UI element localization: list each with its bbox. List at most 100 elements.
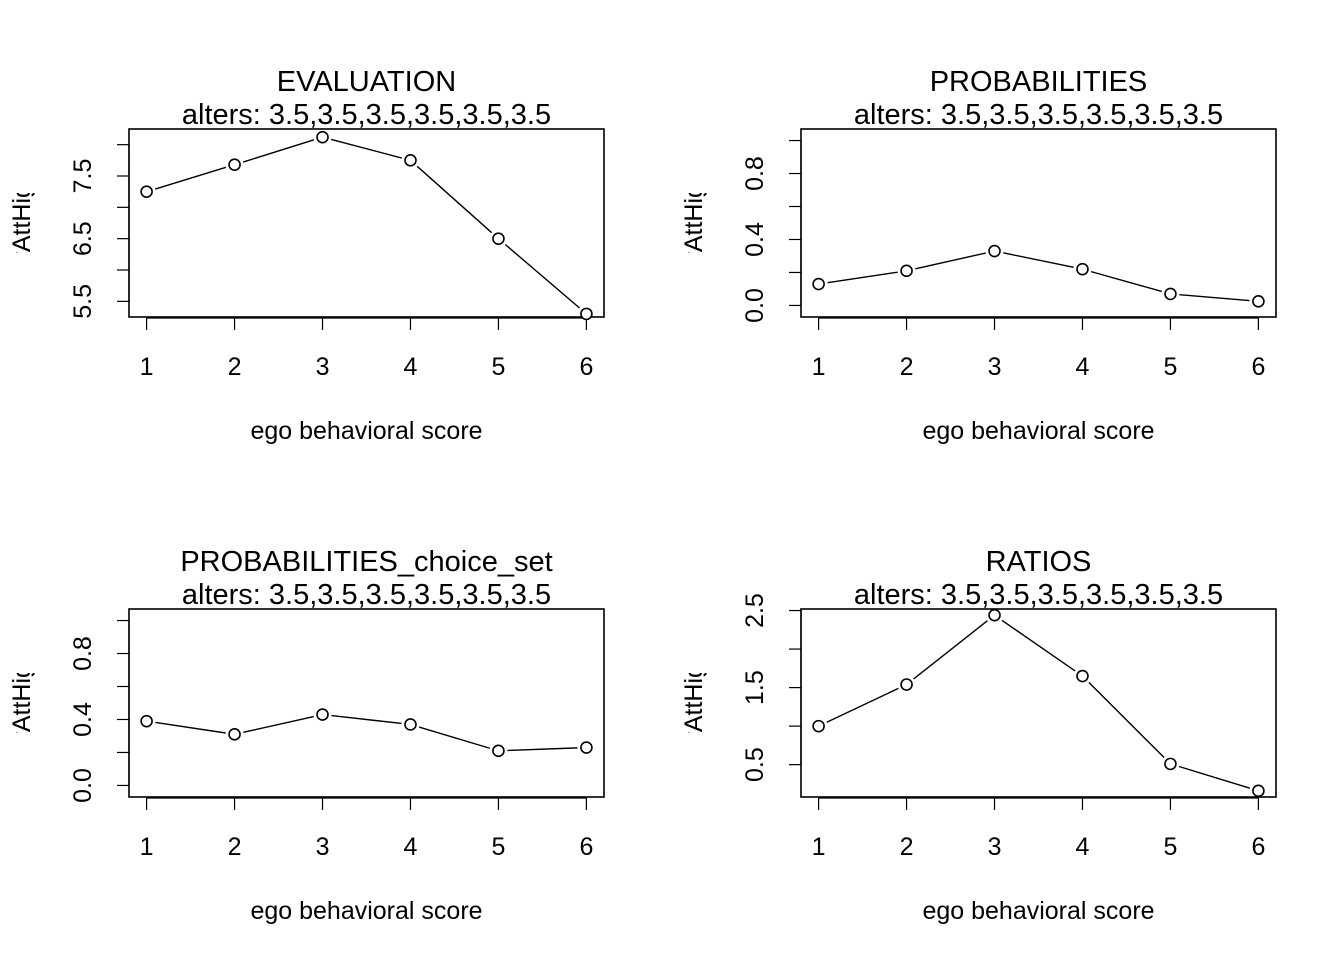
x-tick-label: 1 bbox=[812, 353, 826, 381]
y-tick-label: 5.5 bbox=[69, 284, 97, 319]
data-point bbox=[1076, 669, 1089, 683]
series-line-segment bbox=[242, 139, 315, 163]
chart-subtitle: alters: 3.5,3.5,3.5,3.5,3.5,3.5 bbox=[854, 99, 1223, 131]
series-line-segment bbox=[243, 715, 314, 734]
chart-subtitle: alters: 3.5,3.5,3.5,3.5,3.5,3.5 bbox=[182, 99, 551, 131]
y-tick-label: 0.8 bbox=[69, 636, 97, 671]
data-point bbox=[228, 158, 241, 172]
x-tick-label: 3 bbox=[988, 833, 1002, 861]
x-tick-label: 5 bbox=[1163, 353, 1177, 381]
x-tick-label: 1 bbox=[140, 833, 154, 861]
data-point bbox=[900, 678, 913, 691]
chart-title: PROBABILITIES bbox=[930, 66, 1148, 98]
data-point bbox=[1252, 295, 1265, 308]
data-point bbox=[988, 608, 1001, 622]
y-axis-label: flinear, fquad, favAttHigher, favAttLowe… bbox=[8, 3, 36, 442]
data-point bbox=[228, 728, 241, 741]
x-tick-label: 2 bbox=[228, 833, 242, 861]
data-point bbox=[316, 708, 329, 721]
series-line-segment bbox=[1088, 681, 1165, 759]
data-point bbox=[812, 719, 825, 733]
data-point bbox=[1164, 757, 1177, 771]
y-tick-label: 0.4 bbox=[741, 222, 769, 257]
data-point bbox=[140, 185, 153, 198]
data-point bbox=[404, 154, 417, 167]
x-tick-label: 6 bbox=[579, 353, 593, 381]
x-tick-label: 2 bbox=[900, 833, 914, 861]
y-tick-label: 0.0 bbox=[69, 768, 97, 803]
series-line-segment bbox=[913, 620, 988, 680]
y-tick-label: 0.4 bbox=[69, 702, 97, 737]
chart-title: EVALUATION bbox=[277, 66, 456, 98]
y-tick-label: 0.8 bbox=[741, 156, 769, 191]
x-tick-label: 1 bbox=[812, 833, 826, 861]
series-line-segment bbox=[331, 138, 402, 159]
series-line-segment bbox=[1003, 252, 1074, 269]
y-tick-label: 0.0 bbox=[741, 288, 769, 323]
series-line-segment bbox=[504, 243, 581, 309]
data-point bbox=[140, 714, 153, 728]
x-tick-label: 3 bbox=[988, 353, 1002, 381]
series-line-segment bbox=[155, 721, 226, 734]
x-tick-label: 5 bbox=[491, 353, 505, 381]
series-line-segment bbox=[1090, 270, 1162, 293]
x-tick-label: 5 bbox=[1163, 833, 1177, 861]
x-tick-label: 3 bbox=[316, 833, 330, 861]
series-line-segment bbox=[915, 252, 986, 270]
y-axis-label: flinear, fquad, favAttHigher, favAttLowe… bbox=[680, 483, 708, 922]
series-line-segment bbox=[331, 714, 402, 725]
chart-title: PROBABILITIES_choice_set bbox=[180, 546, 552, 578]
y-axis-label: flinear, fquad, favAttHigher, favAttLowe… bbox=[8, 483, 36, 922]
data-point bbox=[1164, 287, 1177, 301]
series-line-segment bbox=[1178, 765, 1251, 789]
x-tick-label: 2 bbox=[228, 353, 242, 381]
x-tick-label: 4 bbox=[1076, 353, 1090, 381]
x-tick-label: 6 bbox=[579, 833, 593, 861]
x-tick-label: 6 bbox=[1251, 353, 1265, 381]
x-tick-label: 5 bbox=[491, 833, 505, 861]
x-tick-label: 3 bbox=[316, 353, 330, 381]
series-line-segment bbox=[1179, 293, 1250, 302]
data-point bbox=[492, 744, 505, 758]
data-point bbox=[580, 741, 593, 754]
data-point bbox=[1076, 262, 1089, 276]
series-line-segment bbox=[826, 687, 899, 723]
data-point bbox=[404, 718, 417, 731]
data-point bbox=[316, 130, 329, 144]
y-tick-label: 2.5 bbox=[741, 593, 769, 628]
plot-frame bbox=[128, 608, 605, 798]
data-point bbox=[812, 277, 825, 291]
plot-frame bbox=[128, 128, 605, 318]
x-axis-label: ego behavioral score bbox=[922, 897, 1154, 925]
series-line-segment bbox=[827, 271, 898, 284]
chart-title: RATIOS bbox=[986, 546, 1092, 578]
series-line-segment bbox=[154, 166, 227, 190]
data-point bbox=[580, 307, 593, 321]
x-tick-label: 4 bbox=[1076, 833, 1090, 861]
data-point bbox=[988, 244, 1001, 258]
data-point bbox=[900, 264, 913, 278]
x-tick-label: 6 bbox=[1251, 833, 1265, 861]
chart-subtitle: alters: 3.5,3.5,3.5,3.5,3.5,3.5 bbox=[854, 579, 1223, 611]
chart-subtitle: alters: 3.5,3.5,3.5,3.5,3.5,3.5 bbox=[182, 579, 551, 611]
y-axis-label: flinear, fquad, favAttHigher, favAttLowe… bbox=[680, 3, 708, 442]
plot-frame bbox=[800, 608, 1277, 798]
series-line-segment bbox=[507, 747, 578, 752]
y-tick-label: 7.5 bbox=[69, 159, 97, 194]
x-axis-label: ego behavioral score bbox=[922, 417, 1154, 445]
series-line-segment bbox=[418, 726, 491, 749]
data-point bbox=[492, 232, 505, 245]
x-axis-label: ego behavioral score bbox=[250, 897, 482, 925]
series-line-segment bbox=[1001, 619, 1076, 672]
x-axis-label: ego behavioral score bbox=[250, 417, 482, 445]
y-tick-label: 6.5 bbox=[69, 221, 97, 256]
y-tick-label: 0.5 bbox=[741, 747, 769, 782]
x-tick-label: 1 bbox=[140, 353, 154, 381]
x-tick-label: 2 bbox=[900, 353, 914, 381]
